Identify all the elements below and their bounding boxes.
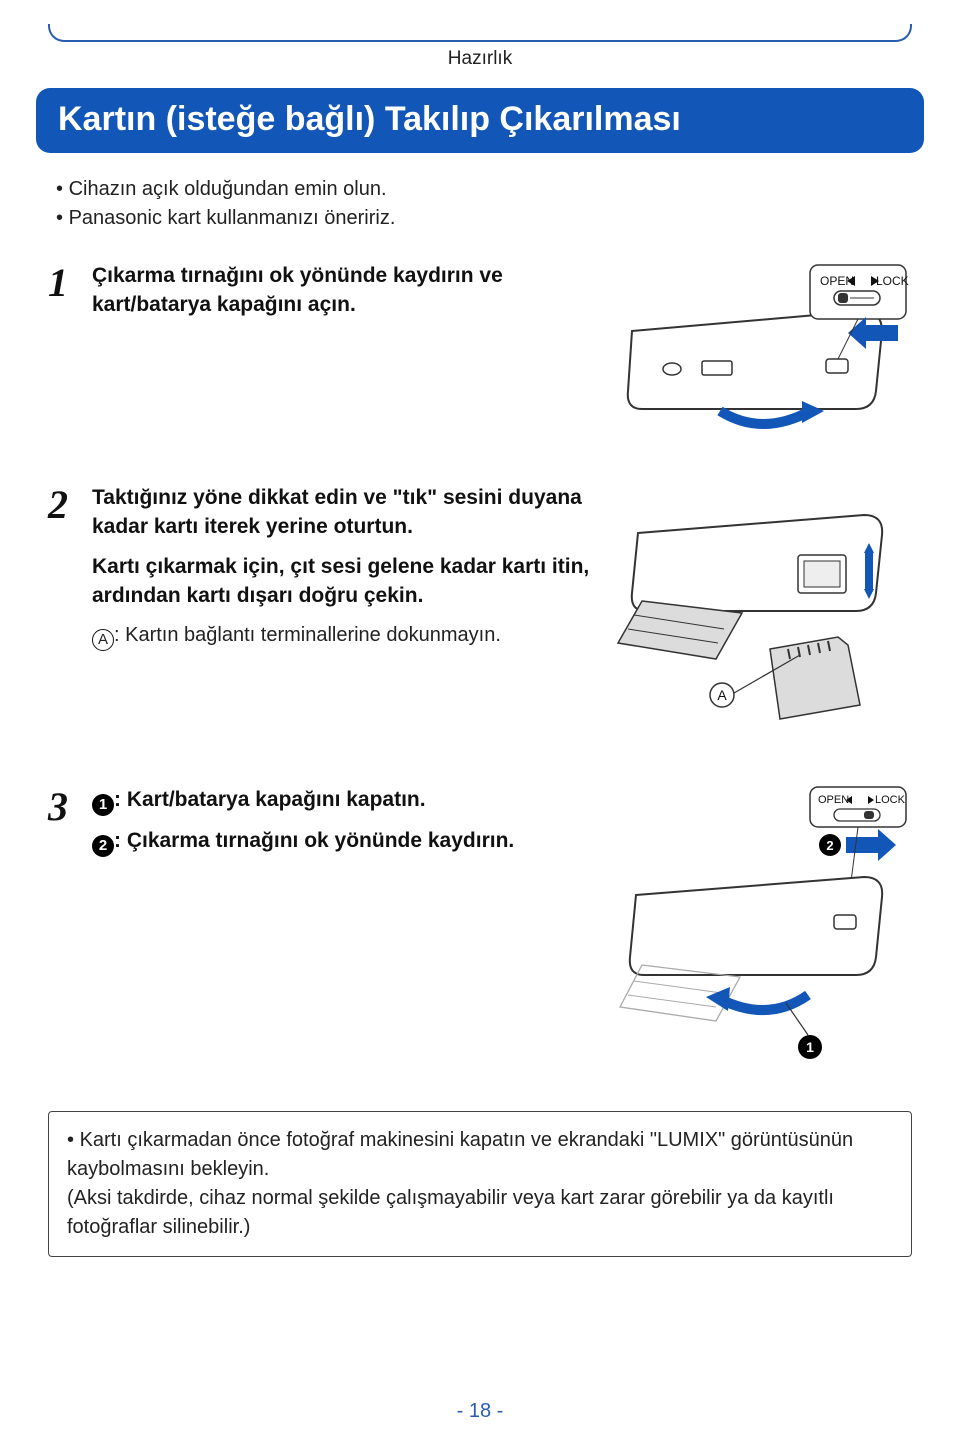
lock-label: LOCK <box>876 274 909 288</box>
badge-a-label: A <box>717 687 727 703</box>
step-2-number: 2 <box>48 483 92 525</box>
step-3-number: 3 <box>48 785 92 827</box>
arrow-up-down-icon <box>864 543 874 599</box>
note-line-2: (Aksi takdirde, cihaz normal şekilde çal… <box>67 1184 893 1242</box>
top-rule <box>48 24 912 42</box>
open-label-3: OPEN <box>818 794 849 806</box>
circle-a-icon: A <box>92 629 114 651</box>
step-3-line-1: 1: Kart/batarya kapağını kapatın. <box>92 785 612 816</box>
step-1-illustration: OPEN LOCK <box>612 261 912 441</box>
step-3-line-1-text: : Kart/batarya kapağını kapatın. <box>114 788 426 811</box>
arrow-right-icon <box>846 829 896 861</box>
step-3: 3 1: Kart/batarya kapağını kapatın. 2: Ç… <box>48 785 912 1075</box>
step-3-illustration: OPEN LOCK 2 <box>612 785 912 1075</box>
note-box: Kartı çıkarmadan önce fotoğraf makinesin… <box>48 1111 912 1257</box>
intro-block: Cihazın açık olduğundan emin olun. Panas… <box>56 175 912 233</box>
camera-card-insert-icon: A <box>612 483 912 743</box>
intro-line-2: Panasonic kart kullanmanızı öneririz. <box>56 204 912 233</box>
step-2-sub: A: Kartın bağlantı terminallerine dokunm… <box>92 621 612 651</box>
step-3-line-2-text: : Çıkarma tırnağını ok yönünde kaydırın. <box>114 829 514 852</box>
step-1: 1 Çıkarma tırnağını ok yönünde kaydırın … <box>48 261 912 441</box>
step-2-body: Taktığınız yöne dikkat edin ve "tık" ses… <box>92 483 612 651</box>
badge-1-fig: 1 <box>806 1039 814 1055</box>
step-1-body: Çıkarma tırnağını ok yönünde kaydırın ve… <box>92 261 612 330</box>
page: Hazırlık Kartın (isteğe bağlı) Takılıp Ç… <box>0 0 960 1445</box>
step-1-text: Çıkarma tırnağını ok yönünde kaydırın ve… <box>92 261 612 320</box>
step-2-text-1: Taktığınız yöne dikkat edin ve "tık" ses… <box>92 483 612 542</box>
swing-arrow-close-icon <box>720 995 808 1010</box>
page-title: Kartın (isteğe bağlı) Takılıp Çıkarılmas… <box>36 88 924 153</box>
note-line-1: Kartı çıkarmadan önce fotoğraf makinesin… <box>67 1126 893 1184</box>
step-3-line-2: 2: Çıkarma tırnağını ok yönünde kaydırın… <box>92 826 612 857</box>
section-label: Hazırlık <box>48 48 912 70</box>
camera-bottom-open-lock-icon: OPEN LOCK <box>612 261 912 441</box>
badge-1-icon: 1 <box>92 794 114 816</box>
step-2-sub-text: : Kartın bağlantı terminallerine dokunma… <box>114 624 501 646</box>
camera-close-lock-icon: OPEN LOCK 2 <box>612 785 912 1075</box>
badge-2-icon: 2 <box>92 835 114 857</box>
lock-label-3: LOCK <box>875 794 906 806</box>
step-3-body: 1: Kart/batarya kapağını kapatın. 2: Çık… <box>92 785 612 867</box>
page-number: - 18 - <box>0 1400 960 1423</box>
sd-card-icon <box>770 637 860 719</box>
badge-2-fig: 2 <box>826 838 833 853</box>
swing-arrow-icon <box>720 411 810 424</box>
step-1-number: 1 <box>48 261 92 303</box>
step-2-illustration: A <box>612 483 912 743</box>
intro-line-1: Cihazın açık olduğundan emin olun. <box>56 175 912 204</box>
step-2: 2 Taktığınız yöne dikkat edin ve "tık" s… <box>48 483 912 743</box>
step-2-text-2: Kartı çıkarmak için, çıt sesi gelene kad… <box>92 552 612 611</box>
